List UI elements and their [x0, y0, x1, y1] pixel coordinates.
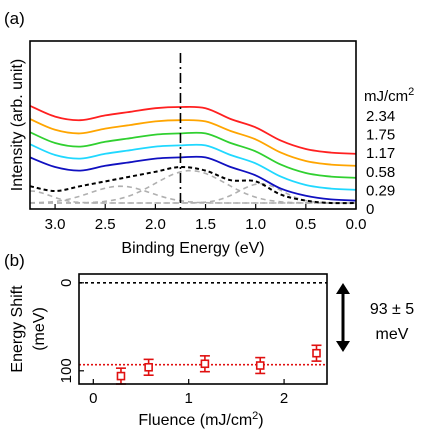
- panel-a-y-axis-title: Intensity (arb. unit): [9, 59, 26, 192]
- panel-a-x-tick-label: 2.5: [95, 216, 116, 233]
- panel-a-x-axis: 3.0 2.5 2.0 1.5 1.0 0.5 0.0: [45, 204, 367, 233]
- panel-b-label: (b): [4, 251, 25, 270]
- panel-b-y-tick-label: 100: [58, 358, 75, 383]
- panel-a-x-tick-label: 3.0: [45, 216, 66, 233]
- panel-b-x-axis-title-end: ): [258, 412, 263, 429]
- panel-b-x-tick-label: 0: [89, 390, 97, 407]
- panel-b-y-axis-title: Energy Shift: [9, 285, 26, 373]
- panel-a-x-tick-label: 0.5: [295, 216, 316, 233]
- panel-b-x-axis-superscript: 2: [252, 410, 258, 422]
- panel-a-x-tick-label: 2.0: [145, 216, 166, 233]
- legend-entry-4: 0.29: [366, 182, 395, 199]
- spectrum-line-1: [29, 118, 357, 167]
- data-point-0: [115, 367, 126, 385]
- legend-entry-0: 2.34: [366, 108, 395, 125]
- energy-shift-value: 93 ± 5: [370, 301, 414, 318]
- fit-component-4: [29, 190, 356, 204]
- spectrum-line-2: [29, 131, 357, 179]
- panel-b-y-axis-unit: (meV): [31, 307, 48, 351]
- energy-shift-unit: meV: [376, 326, 409, 343]
- panel-b-x-axis-title: Fluence (mJ/cm2): [138, 410, 263, 429]
- panel-a-label: (a): [4, 9, 25, 28]
- panel-a-frame: [29, 40, 357, 210]
- legend-title-superscript: 2: [408, 86, 414, 98]
- data-point-3: [255, 356, 266, 375]
- panel-b-x-tick-label: 2: [280, 390, 288, 407]
- spectrum-line-5: [29, 165, 357, 205]
- spectrum-line-3: [29, 143, 357, 191]
- panel-b-frame: [78, 273, 328, 385]
- panel-b-y-tick-label: 0: [58, 279, 75, 287]
- data-point-4: [311, 344, 322, 362]
- legend-entry-2: 1.17: [366, 145, 395, 162]
- panel-a-plot: [29, 53, 357, 209]
- data-point-1: [143, 358, 154, 377]
- spectrum-line-4: [29, 155, 357, 202]
- legend-entry-1: 1.75: [366, 127, 395, 144]
- panel-a-x-tick-label: 1.5: [195, 216, 216, 233]
- panel-a-x-tick-label: 1.0: [245, 216, 266, 233]
- energy-shift-arrow: [336, 283, 350, 352]
- legend-title: mJ/cm2: [364, 86, 414, 105]
- panel-b-x-tick-label: 1: [185, 390, 193, 407]
- panel-a-x-tick-label: 0.0: [346, 216, 367, 233]
- legend-entry-5: 0: [366, 201, 374, 218]
- panel-b-axes: 0 1 2 0 100: [58, 279, 288, 407]
- panel-b-plot: [79, 281, 327, 385]
- panel-a-x-axis-title: Binding Energy (eV): [121, 240, 264, 257]
- data-point-2: [199, 355, 210, 373]
- legend-entry-3: 0.58: [366, 164, 395, 181]
- fit-component-1: [29, 185, 356, 204]
- legend: 2.34 1.751.17 0.580.29 0: [366, 108, 395, 218]
- spectrum-line-0: [29, 104, 357, 155]
